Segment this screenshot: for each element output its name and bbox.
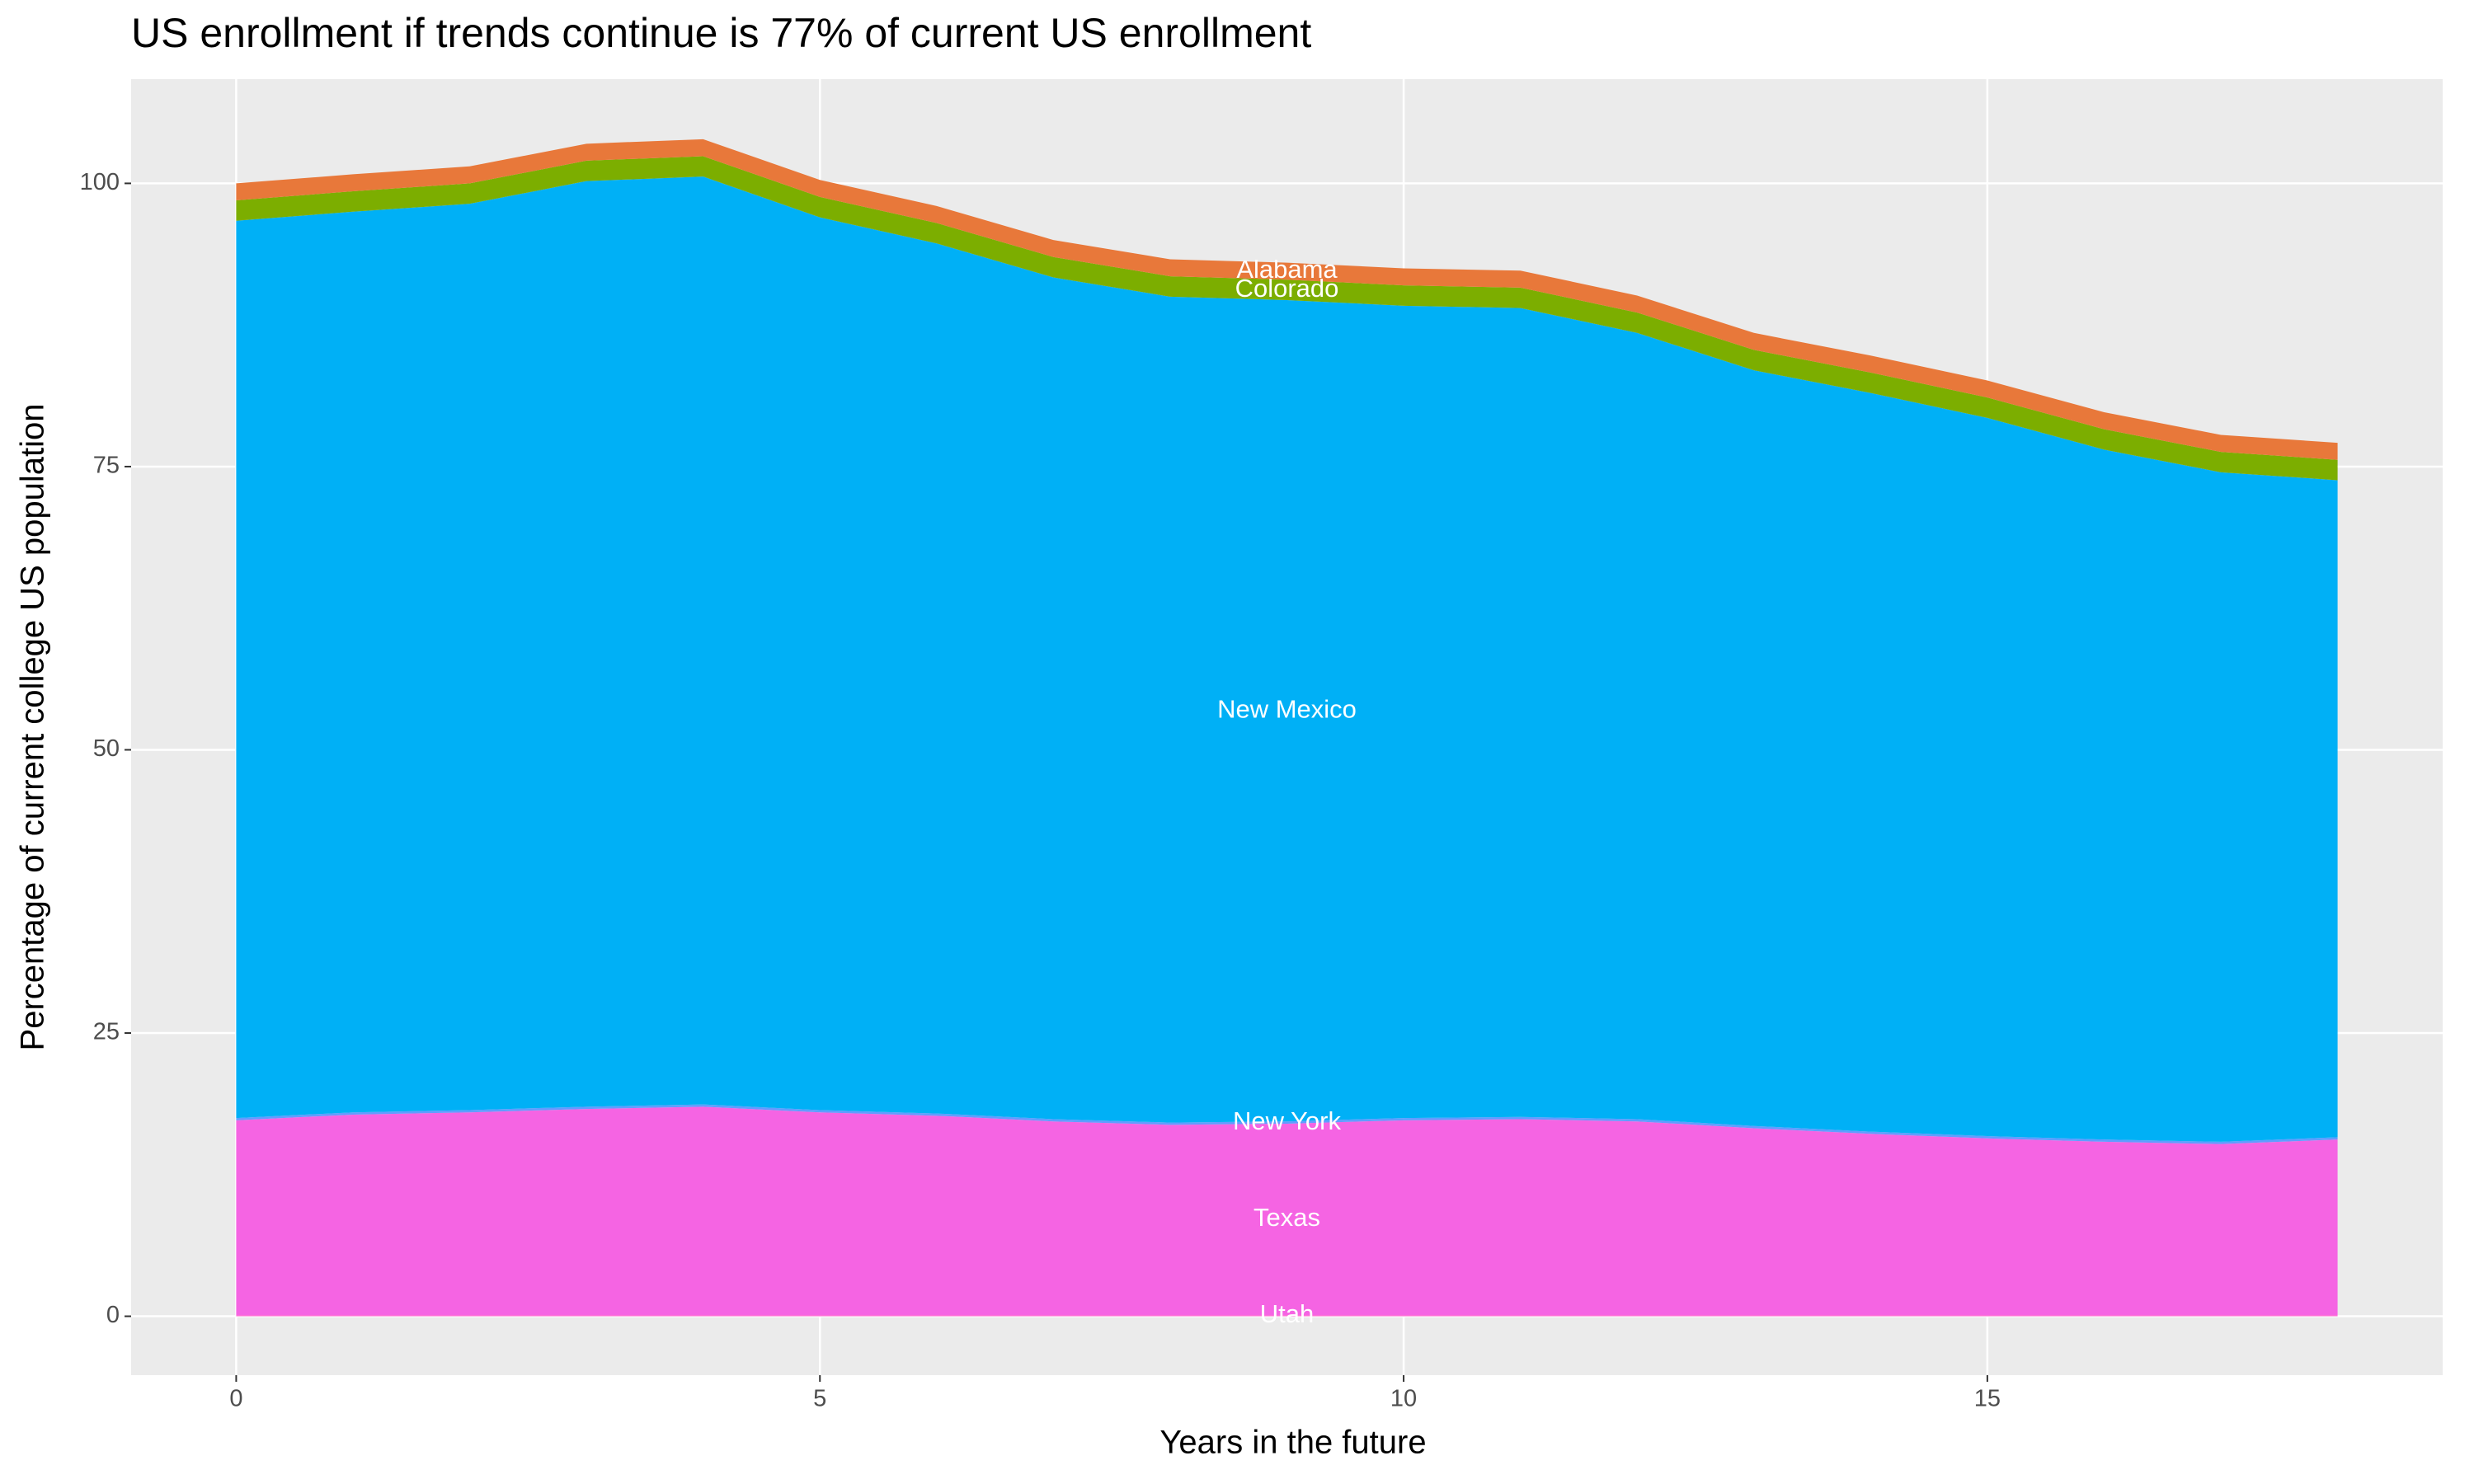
x-axis-label: Years in the future: [1159, 1425, 1426, 1461]
x-tick-label: 0: [229, 1386, 242, 1412]
y-tick-label: 0: [106, 1302, 120, 1328]
area: [236, 156, 2338, 481]
chart-title: US enrollment if trends continue is 77% …: [131, 10, 1311, 56]
area: [236, 139, 2338, 460]
area: [236, 1315, 2338, 1317]
series-label: Texas: [1253, 1203, 1320, 1232]
area: [236, 1106, 2338, 1316]
area: [236, 1104, 2338, 1144]
y-tick-label: 50: [93, 735, 120, 762]
x-tick-label: 10: [1390, 1386, 1417, 1412]
x-tick-label: 15: [1974, 1386, 2001, 1412]
y-tick-label: 25: [93, 1019, 120, 1045]
x-tick-label: 5: [813, 1386, 826, 1412]
series-label: Alabama: [1236, 255, 1338, 284]
y-axis-label: Percentage of current college US populat…: [15, 404, 51, 1051]
series-label: New Mexico: [1217, 694, 1357, 723]
series-label: Utah: [1260, 1299, 1314, 1328]
series-label: New York: [1233, 1106, 1341, 1135]
series-label: Colorado: [1235, 274, 1339, 303]
area: [236, 176, 2338, 1142]
y-tick-label: 75: [93, 453, 120, 479]
y-tick-label: 100: [80, 169, 120, 195]
